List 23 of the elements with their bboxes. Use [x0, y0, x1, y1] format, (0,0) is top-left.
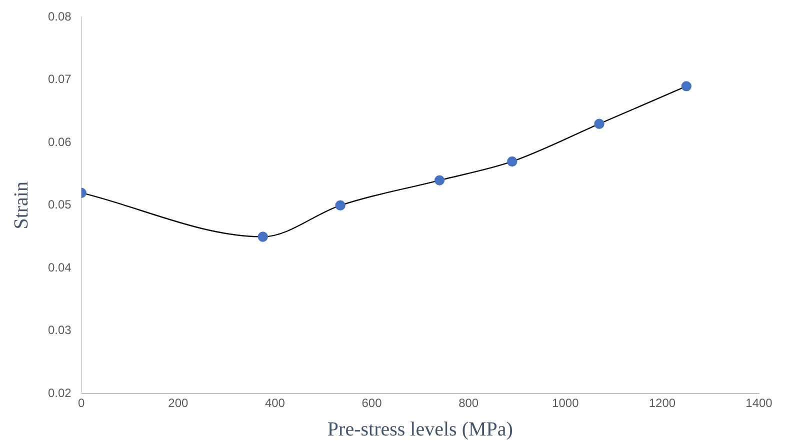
point [594, 118, 604, 129]
x-tick-label: 600 [362, 396, 382, 410]
x-tick-label: 0 [78, 396, 86, 410]
y-tick-label: 0.06 [48, 134, 72, 149]
x-tick-label: 1400 [746, 396, 773, 410]
point [258, 232, 268, 242]
y-tick-label: 0.02 [48, 386, 72, 400]
point [681, 81, 692, 92]
y-tick-label: 0.03 [48, 323, 72, 338]
x-tick-label: 400 [264, 396, 286, 410]
point [335, 200, 346, 210]
y-tick-label: 0.08 [48, 10, 72, 24]
x-tick-label: 200 [168, 396, 188, 410]
x-tick-label: 1200 [648, 396, 676, 410]
y-tick-label: 0.07 [48, 72, 72, 86]
y-tick-label: 0.04 [48, 260, 72, 274]
point [507, 156, 518, 167]
point [434, 175, 445, 186]
x-tick-label: 800 [458, 396, 479, 410]
y-axis-title: Strain [10, 182, 32, 230]
x-axis-title: Pre-stress levels (MPa) [327, 418, 513, 440]
y-tick-label: 0.05 [48, 198, 72, 212]
x-tick-label: 1000 [552, 396, 580, 410]
